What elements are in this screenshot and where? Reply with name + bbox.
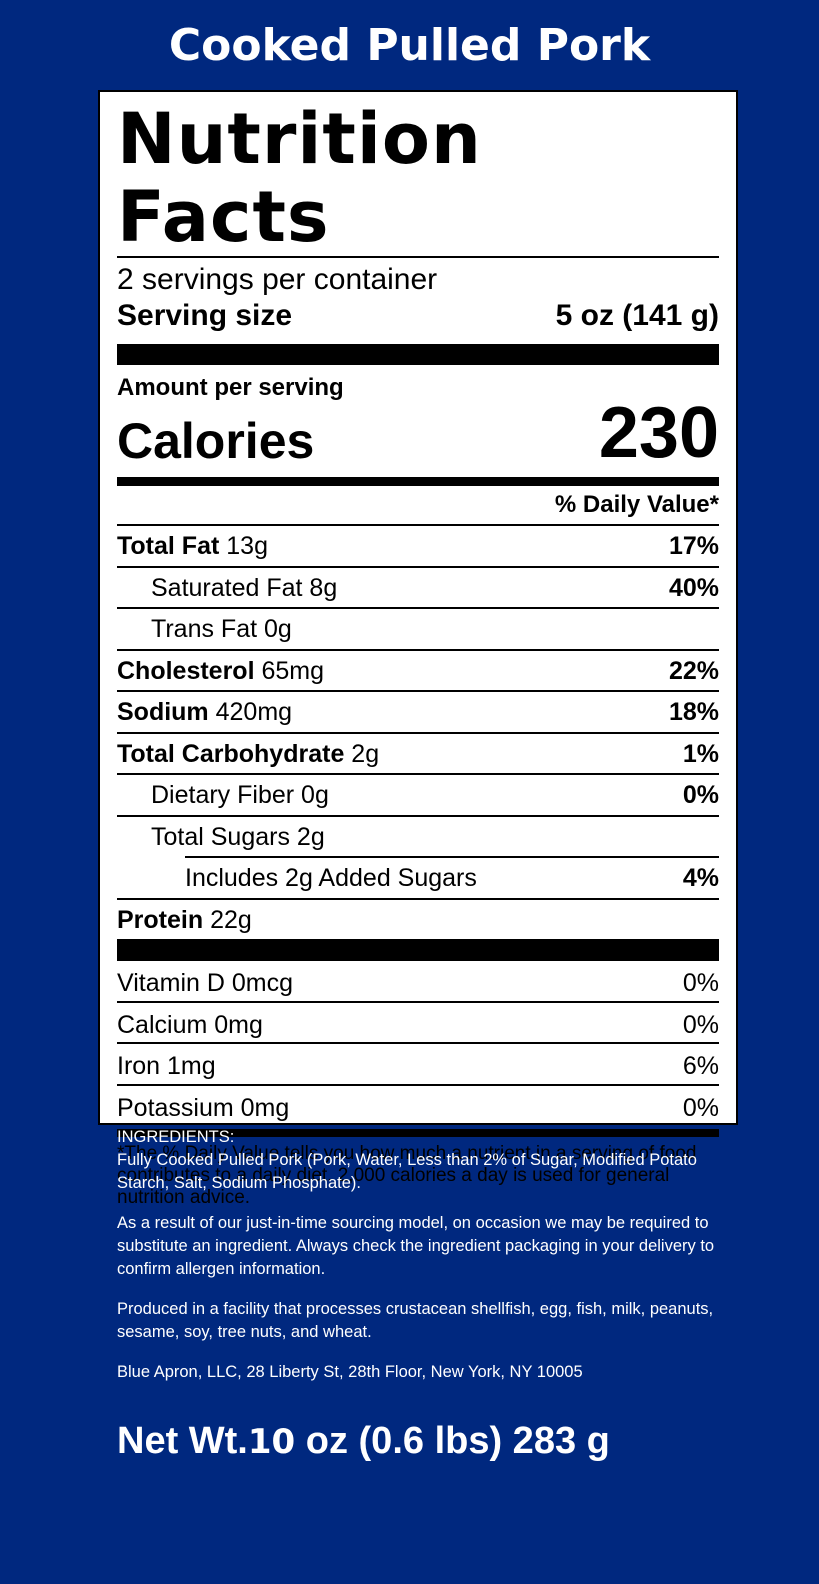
vitamin-name: Potassium 0mg	[117, 1093, 290, 1122]
net-weight: Net Wt.10 oz (0.6 lbs) 283 g	[117, 1420, 610, 1463]
vitamin-dv: 0%	[682, 1010, 719, 1039]
nutrient-row: Cholesterol 65mg 22%	[117, 648, 719, 691]
nutrient: Protein 22g	[117, 900, 252, 940]
nutrient-row: Total Carbohydrate 2g 1%	[117, 731, 719, 774]
nutrient-row: Includes 2g Added Sugars 4%	[185, 856, 719, 898]
nutrient-dv: 1%	[682, 739, 719, 768]
product-title: Cooked Pulled Pork	[168, 20, 651, 71]
nutrient: Total Carbohydrate 2g	[117, 734, 379, 774]
vitamin-dv: 0%	[682, 1093, 719, 1122]
thick-rule	[117, 939, 719, 961]
net-weight-amount: 10	[247, 1422, 296, 1462]
calories-row: Calories 230	[117, 397, 719, 469]
nutrient-dv: 4%	[682, 864, 719, 892]
vitamin-dv: 0%	[682, 969, 719, 997]
nutrient: Total Fat 13g	[117, 526, 268, 566]
nutrient-row: Total Sugars 2g	[117, 814, 719, 857]
nutrient: Sodium 420mg	[117, 692, 292, 732]
vitamin-row: Calcium 0mg 0%	[117, 1003, 719, 1044]
vitamin-row: Potassium 0mg 0%	[117, 1086, 719, 1126]
nutrient-dv: 0%	[682, 781, 719, 809]
vitamin-name: Iron 1mg	[117, 1052, 216, 1080]
vitamin-row: Iron 1mg 6%	[117, 1044, 719, 1086]
nutrient-name: Total Fat	[117, 532, 220, 560]
nutrient-amount: 13g	[226, 532, 268, 560]
amount-per-serving: Amount per serving	[117, 374, 344, 401]
nutrient-name: Includes 2g Added Sugars	[185, 864, 477, 892]
nutrient-name: Dietary Fiber 0g	[151, 781, 329, 809]
serving-size-row: Serving size 5 oz (141 g)	[117, 298, 719, 334]
dv-header: % Daily Value*	[554, 491, 719, 518]
medium-rule	[117, 477, 719, 486]
nutrient-amount: 2g	[351, 739, 380, 768]
calories: 230	[598, 393, 719, 473]
calories-label: Calories	[117, 413, 315, 469]
nutrient-name: Total Carbohydrate	[117, 739, 345, 768]
vitamin-dv: 6%	[682, 1052, 719, 1080]
ingredients: Fully Cooked Pulled Pork (Pork, Water, L…	[117, 1151, 697, 1192]
allergen-note: Produced in a facility that processes cr…	[117, 1300, 714, 1341]
nutrient-row: Protein 22g	[117, 897, 719, 940]
nutrient-amount: 22g	[210, 905, 252, 934]
serving-size: 5 oz (141 g)	[555, 299, 719, 332]
medium-rule	[117, 1129, 719, 1137]
package-info: INGREDIENTS: Fully Cooked Pulled Pork (P…	[117, 1126, 717, 1401]
address: Blue Apron, LLC, 28 Liberty St, 28th Flo…	[117, 1363, 583, 1381]
net-weight-prefix: Net Wt.	[117, 1420, 248, 1462]
nutrient-row: Sodium 420mg 18%	[117, 690, 719, 732]
nutrient-row: Saturated Fat 8g 40%	[117, 565, 719, 608]
nutrient-name: Cholesterol	[117, 656, 255, 685]
footnote: *The % Daily Value tells you how much a …	[117, 1143, 697, 1208]
nutrient-name: Total Sugars 2g	[151, 822, 325, 851]
nutrient: Cholesterol 65mg	[117, 651, 324, 691]
label-heading: Nutrition Facts	[117, 100, 719, 258]
net-weight-rest: oz (0.6 lbs) 283 g	[295, 1420, 610, 1462]
nutrient-name: Trans Fat 0g	[151, 615, 292, 643]
nutrient-dv: 17%	[668, 532, 719, 560]
nutrient-amount: 420mg	[215, 698, 293, 726]
nutrient-row: Total Fat 13g 17%	[117, 524, 719, 566]
nutrient-name: Protein	[117, 905, 204, 934]
vitamin-name: Calcium 0mg	[117, 1010, 263, 1039]
nutrient-dv: 18%	[668, 698, 719, 726]
vitamin-name: Vitamin D 0mcg	[117, 969, 293, 997]
nutrition-label: Nutrition Facts 2 servings per container…	[98, 90, 738, 1208]
nutrient-name: Sodium	[117, 698, 209, 726]
nutrient-dv: 22%	[668, 656, 719, 685]
servings: 2 servings per container	[117, 263, 438, 296]
nutrient-dv: 40%	[668, 573, 719, 602]
serving-size-label: Serving size	[117, 299, 293, 332]
nutrient-amount: 65mg	[261, 656, 325, 685]
ingredients-header: INGREDIENTS:	[117, 1128, 235, 1146]
nutrient-row: Trans Fat 0g	[117, 607, 719, 649]
nutrient-name: Saturated Fat 8g	[151, 573, 338, 602]
vitamin-row: Vitamin D 0mcg 0%	[117, 961, 719, 1003]
sourcing-note: As a result of our just-in-time sourcing…	[117, 1214, 715, 1278]
nutrient-row: Dietary Fiber 0g 0%	[117, 773, 719, 815]
thick-rule	[117, 344, 719, 365]
